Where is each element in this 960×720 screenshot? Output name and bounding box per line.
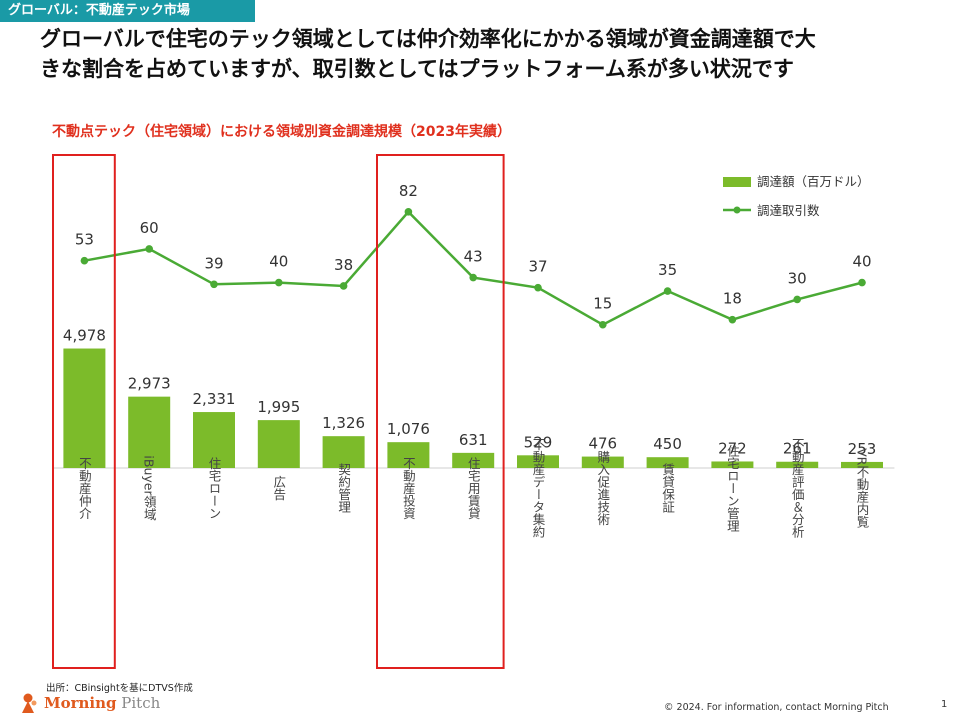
line-point-1 [145,245,153,253]
highlight-box-0 [52,154,116,669]
bar-3 [257,420,300,468]
line-point-12 [858,278,866,287]
category-label-3: 広告 [271,476,286,501]
bar-0 [63,348,106,468]
bar-label-1: 2,973 [128,375,171,393]
legend-line-label: 調達取引数 [757,203,820,218]
bar-label-6: 631 [459,431,488,449]
logo-mark-icon [22,693,37,713]
line-label-12: 40 [852,253,871,271]
line-point-0 [80,256,89,265]
line-point-9 [663,287,672,295]
bar-label-0: 4,978 [63,327,106,345]
line-label-4: 38 [334,256,353,274]
category-label-12: VR不動産内覧 [855,448,870,528]
category-label-8: 購入促進技術 [595,451,610,527]
line-label-2: 39 [204,254,223,272]
legend-bar-label: 調達額（百万ドル） [757,174,870,189]
category-label-9: 賃貸保証 [660,462,675,513]
line-label-6: 43 [464,248,483,266]
category-label-2: 住宅ローン [207,457,222,520]
bar-7 [517,455,559,468]
line-label-5: 82 [399,182,418,200]
bar-5 [387,442,430,468]
line-point-6 [469,273,478,282]
bar-label-2: 2,331 [193,390,236,408]
headline-line-2: きな割合を占めていますが、取引数としてはプラットフォーム系が多い状況です [40,57,794,81]
line-label-9: 35 [658,261,677,279]
line-label-8: 15 [593,295,612,313]
category-label-0: 不動産仲介 [77,457,92,520]
line-label-10: 18 [723,290,742,308]
line-point-8 [599,320,607,329]
category-label-4: 契約管理 [336,463,351,513]
legend-bar-swatch [723,177,751,187]
bar-label-3: 1,995 [257,398,300,416]
category-label-1: iBuyer領域 [142,455,157,520]
line-point-10 [728,315,737,324]
page-headline: グローバルで住宅のテック領域としては仲介効率化にかかる領域が資金調達額で大 きな… [40,24,940,84]
highlight-box-1 [376,154,505,669]
bar-1 [128,396,171,468]
source-note: 出所：CBinsightを基にDTVS作成 [46,683,193,694]
bar-label-4: 1,326 [322,414,365,432]
chart-title: 不動点テック（住宅領域）における領域別資金調達規模（2023年実績） [52,124,511,140]
line-point-4 [339,282,348,290]
category-label-7: 不動産データ集約 [531,438,546,538]
bar-6 [452,452,495,468]
page-number: 1 [941,699,948,710]
category-label-5: 不動産投資 [401,457,416,520]
deal-count-line [84,209,863,327]
headline-line-1: グローバルで住宅のテック領域としては仲介効率化にかかる領域が資金調達額で大 [40,27,816,51]
bar-4 [322,436,365,468]
copyright: © 2024. For information, contact Morning… [664,702,889,713]
line-point-2 [210,280,218,289]
category-label-11: 不動産評価＆分析 [790,438,805,539]
bar-label-12: 253 [848,440,877,458]
bar-2 [193,412,235,468]
bar-8 [581,456,624,468]
legend-line-marker [733,206,741,214]
line-label-7: 37 [528,258,547,276]
line-point-3 [275,278,283,287]
category-label-6: 住宅用賃貸 [466,457,481,520]
bar-9 [646,457,689,468]
bar-10 [711,461,754,468]
line-point-11 [793,295,801,304]
line-label-11: 30 [788,269,807,287]
logo-text: Morning Pitch [44,694,161,712]
bar-label-8: 476 [588,435,617,453]
line-label-1: 60 [140,219,159,237]
bar-label-5: 1,076 [387,420,430,438]
bar-label-7: 529 [524,433,553,451]
line-label-0: 53 [75,231,94,249]
section-tag: グローバル：不動産テック市場 [0,0,255,22]
line-point-7 [534,283,542,292]
category-label-10: 住宅ローン管理 [725,444,740,532]
line-label-3: 40 [269,253,288,271]
morning-pitch-logo: Morning Pitch [20,692,160,714]
line-point-5 [404,208,413,216]
bar-label-11: 261 [783,440,812,458]
bar-label-9: 450 [653,435,682,453]
bar-12 [841,461,883,468]
bar-11 [776,461,819,468]
bar-label-10: 272 [718,439,747,457]
